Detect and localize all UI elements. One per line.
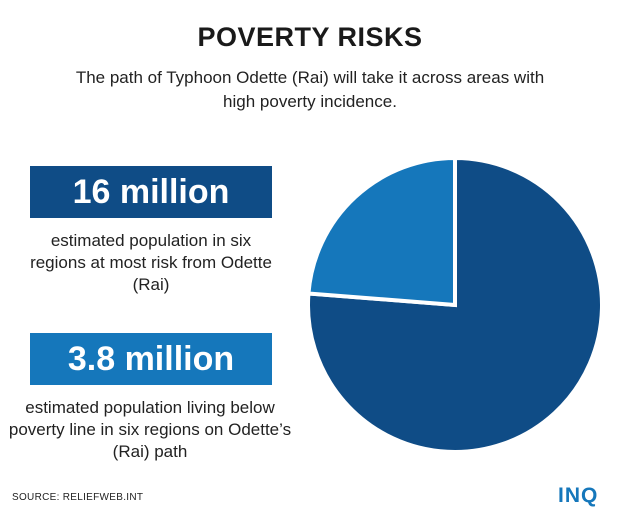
stat-value-poverty: 3.8 million [30,333,272,385]
stat-description-total: estimated population in six regions at m… [30,231,272,294]
chart-subtitle: The path of Typhoon Odette (Rai) will ta… [75,68,545,111]
source-note: SOURCE: RELIEFWEB.INT [12,492,144,503]
stat-value-total: 16 million [30,166,272,218]
pie-slice-below-poverty-line [306,155,457,308]
inq-logo: INQ [558,484,599,507]
stat-description-poverty: estimated population living below povert… [8,398,292,461]
chart-title: POVERTY RISKS [197,22,423,52]
pie-chart [306,155,604,454]
